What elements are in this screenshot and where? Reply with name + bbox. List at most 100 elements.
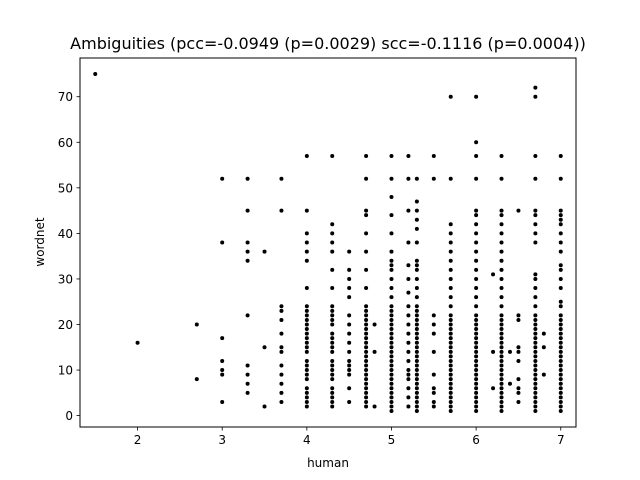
data-point bbox=[220, 358, 225, 363]
data-point bbox=[406, 358, 411, 363]
data-point bbox=[304, 286, 309, 291]
data-point bbox=[304, 208, 309, 213]
data-point bbox=[364, 390, 369, 395]
data-point bbox=[448, 276, 453, 281]
data-point bbox=[474, 231, 479, 236]
data-point bbox=[245, 258, 250, 263]
data-point bbox=[558, 313, 563, 318]
data-point bbox=[491, 386, 496, 391]
data-point bbox=[448, 377, 453, 382]
data-point bbox=[364, 377, 369, 382]
data-point bbox=[279, 317, 284, 322]
data-point bbox=[516, 390, 521, 395]
data-point bbox=[279, 399, 284, 404]
data-point bbox=[262, 345, 267, 350]
data-point bbox=[516, 358, 521, 363]
data-point bbox=[448, 249, 453, 254]
data-point bbox=[304, 322, 309, 327]
data-point bbox=[389, 249, 394, 254]
data-point bbox=[389, 390, 394, 395]
data-point bbox=[347, 295, 352, 300]
data-point bbox=[474, 358, 479, 363]
data-point bbox=[499, 258, 504, 263]
data-point bbox=[558, 327, 563, 332]
y-tick-label: 0 bbox=[65, 409, 73, 423]
data-point bbox=[330, 340, 335, 345]
y-tick-label: 60 bbox=[58, 136, 73, 150]
data-point bbox=[499, 336, 504, 341]
data-point bbox=[448, 222, 453, 227]
data-point bbox=[474, 345, 479, 350]
data-point bbox=[474, 276, 479, 281]
data-point bbox=[304, 399, 309, 404]
data-point bbox=[558, 340, 563, 345]
data-point bbox=[414, 340, 419, 345]
data-point bbox=[304, 331, 309, 336]
data-point bbox=[533, 231, 538, 236]
data-point bbox=[474, 213, 479, 218]
data-point bbox=[448, 231, 453, 236]
data-point bbox=[364, 386, 369, 391]
data-point bbox=[499, 276, 504, 281]
data-point bbox=[389, 395, 394, 400]
data-point bbox=[558, 153, 563, 158]
data-point bbox=[406, 331, 411, 336]
y-tick-label: 30 bbox=[58, 272, 73, 286]
data-point bbox=[194, 322, 199, 327]
data-point bbox=[431, 331, 436, 336]
data-point bbox=[533, 363, 538, 368]
data-point bbox=[414, 363, 419, 368]
data-point bbox=[347, 386, 352, 391]
data-point bbox=[364, 363, 369, 368]
data-point bbox=[448, 286, 453, 291]
data-point bbox=[533, 358, 538, 363]
axes-frame bbox=[79, 57, 577, 428]
data-point bbox=[533, 222, 538, 227]
data-point bbox=[389, 340, 394, 345]
data-point bbox=[448, 331, 453, 336]
data-point bbox=[330, 222, 335, 227]
data-point bbox=[414, 345, 419, 350]
data-point bbox=[541, 331, 546, 336]
x-tick-label: 5 bbox=[388, 433, 396, 447]
data-point bbox=[347, 249, 352, 254]
data-point bbox=[499, 386, 504, 391]
data-point bbox=[414, 390, 419, 395]
data-point bbox=[431, 386, 436, 391]
data-point bbox=[499, 322, 504, 327]
data-point bbox=[364, 304, 369, 309]
data-point bbox=[499, 317, 504, 322]
data-point bbox=[533, 153, 538, 158]
data-point bbox=[558, 390, 563, 395]
data-point bbox=[533, 336, 538, 341]
data-point bbox=[558, 176, 563, 181]
data-point bbox=[414, 258, 419, 263]
data-point bbox=[474, 377, 479, 382]
data-point bbox=[533, 208, 538, 213]
data-point bbox=[304, 313, 309, 318]
data-point bbox=[406, 386, 411, 391]
data-point bbox=[499, 349, 504, 354]
data-point bbox=[389, 153, 394, 158]
data-point bbox=[474, 395, 479, 400]
data-point bbox=[389, 194, 394, 199]
data-point bbox=[474, 94, 479, 99]
data-point bbox=[558, 399, 563, 404]
data-point bbox=[220, 240, 225, 245]
data-point bbox=[533, 349, 538, 354]
data-point bbox=[431, 322, 436, 327]
data-point bbox=[414, 368, 419, 373]
data-point bbox=[389, 176, 394, 181]
data-point bbox=[389, 322, 394, 327]
data-point bbox=[279, 363, 284, 368]
data-point bbox=[431, 390, 436, 395]
data-point bbox=[220, 399, 225, 404]
data-point bbox=[364, 336, 369, 341]
data-point bbox=[474, 372, 479, 377]
data-point bbox=[448, 317, 453, 322]
data-point bbox=[516, 345, 521, 350]
data-point bbox=[279, 345, 284, 350]
data-point bbox=[330, 377, 335, 382]
